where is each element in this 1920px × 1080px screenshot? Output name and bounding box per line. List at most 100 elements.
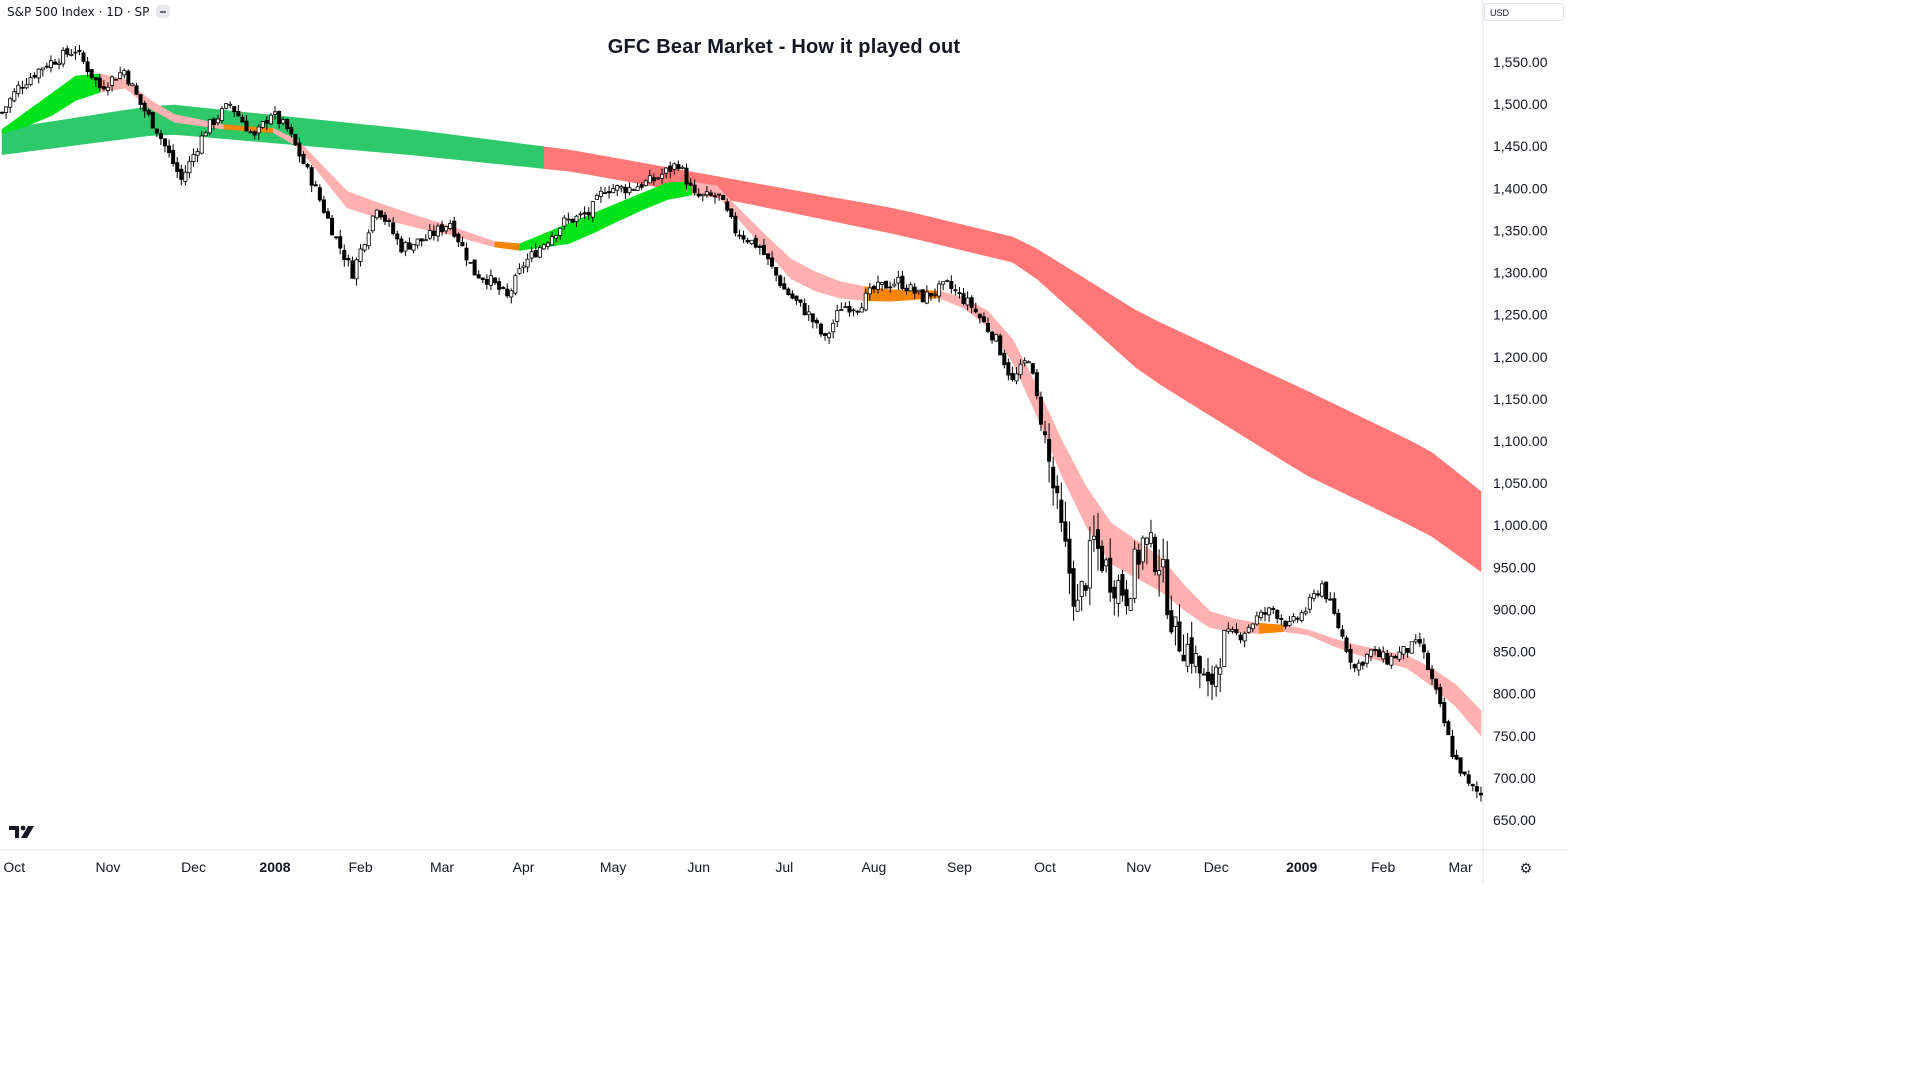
candle-body-127 — [517, 268, 522, 274]
ribbon-0-segment-12 — [297, 117, 323, 148]
candle-body-215 — [875, 281, 880, 290]
symbol-header[interactable]: S&P 500 Index · 1D · SP — [7, 5, 150, 19]
candle-body-17 — [69, 53, 74, 56]
ribbon-0-segment-32 — [790, 189, 816, 218]
candle-body-33 — [134, 85, 139, 95]
candle-body-341 — [1389, 655, 1394, 666]
candle-body-2 — [8, 98, 13, 108]
candle-body-0 — [0, 111, 5, 114]
candle-body-284 — [1157, 570, 1162, 576]
candle-body-101 — [411, 243, 416, 251]
candle-body-323 — [1315, 593, 1320, 596]
ribbon-0-segment-2 — [51, 117, 77, 149]
candle-body-167 — [680, 166, 685, 169]
candle-body-268 — [1091, 535, 1096, 540]
candle-body-90 — [366, 232, 371, 247]
ribbon-1-segment-25 — [617, 192, 644, 222]
candle-body-187 — [761, 244, 766, 255]
ribbon-0-segment-16 — [396, 127, 422, 157]
ribbon-0-segment-49 — [1209, 345, 1235, 432]
candle-body-13 — [53, 61, 58, 65]
candle-body-303 — [1234, 629, 1239, 634]
price-chart[interactable]: 1,550.00 1,500.00 1,450.00 1,400.00 1,350.00… — [0, 0, 1568, 884]
settings-gear-icon[interactable]: ⚙ — [1519, 860, 1533, 876]
candle-body-71 — [289, 127, 294, 135]
candle-body-131 — [533, 250, 538, 258]
candle-body-239 — [973, 308, 978, 313]
ribbon-1-segment-33 — [815, 271, 841, 299]
candle-body-230 — [937, 283, 942, 297]
candle-body-234 — [953, 289, 958, 292]
candle-body-9 — [36, 68, 41, 79]
ribbon-0-segment-22 — [544, 146, 570, 172]
candle-body-63 — [256, 126, 261, 134]
candle-body-49 — [199, 135, 204, 154]
candle-body-111 — [452, 220, 457, 237]
candle-body-325 — [1324, 581, 1329, 600]
candle-body-246 — [1002, 352, 1007, 366]
candle-body-258 — [1051, 466, 1056, 489]
ribbon-1-segment-1 — [26, 93, 52, 127]
candle-body-269 — [1095, 529, 1100, 549]
time-axis[interactable]: Oct Nov Dec 2008 Feb Mar Apr May Jun Jul Aug Sep Oct… — [3, 859, 1473, 875]
ribbon-0-segment-13 — [322, 120, 348, 150]
candle-body-40 — [163, 138, 168, 147]
candle-body-212 — [863, 292, 868, 311]
candle-body-4 — [16, 84, 21, 94]
candle-body-44 — [179, 168, 184, 180]
candle-body-58 — [236, 111, 241, 117]
candle-body-304 — [1238, 634, 1243, 641]
candle-body-119 — [484, 278, 489, 285]
candle-body-25 — [101, 85, 106, 90]
candle-body-1 — [4, 106, 9, 114]
candle-body-300 — [1222, 630, 1227, 667]
candle-body-94 — [383, 214, 388, 222]
candle-body-264 — [1075, 599, 1080, 612]
candle-body-121 — [493, 277, 498, 284]
candle-body-332 — [1352, 664, 1357, 669]
ribbon-1-segment-45 — [1110, 522, 1137, 579]
price-tick-label: 1,250.00 — [1493, 307, 1548, 323]
candle-body-161 — [655, 177, 660, 180]
collapse-legend-icon[interactable] — [156, 5, 170, 18]
ribbon-0-segment-15 — [371, 125, 397, 154]
candle-body-319 — [1299, 612, 1304, 621]
candle-body-79 — [321, 199, 326, 213]
ribbon-1-segment-52 — [1283, 624, 1309, 636]
candle-body-198 — [806, 311, 811, 316]
candlestick-series — [0, 45, 1483, 802]
candle-body-345 — [1405, 648, 1410, 653]
time-tick-label: Sep — [947, 859, 972, 875]
candle-body-256 — [1043, 431, 1048, 436]
candle-body-349 — [1421, 644, 1426, 653]
candle-body-24 — [97, 77, 102, 89]
candle-body-214 — [871, 285, 876, 290]
ribbon-0-segment-38 — [938, 218, 964, 251]
candle-body-353 — [1438, 687, 1443, 704]
candle-body-221 — [900, 275, 905, 290]
candle-body-113 — [460, 242, 465, 247]
candle-body-164 — [668, 165, 673, 172]
candle-body-181 — [737, 234, 742, 237]
tradingview-logo-icon[interactable] — [9, 824, 37, 840]
ribbon-0-segment-41 — [1012, 236, 1038, 280]
ribbon-0-segment-46 — [1135, 309, 1161, 386]
candle-body-355 — [1446, 721, 1451, 736]
ribbon-0-segment-48 — [1184, 333, 1211, 416]
price-tick-label: 650.00 — [1493, 812, 1536, 828]
currency-selector[interactable]: USD — [1484, 3, 1564, 21]
ribbon-0-segment-31 — [765, 185, 792, 213]
candle-body-231 — [941, 281, 946, 285]
candle-body-104 — [423, 239, 428, 242]
candle-body-336 — [1368, 649, 1373, 657]
candle-body-250 — [1018, 363, 1023, 376]
price-axis[interactable]: 1,550.00 1,500.00 1,450.00 1,400.00 1,350.00… — [1493, 54, 1548, 828]
ribbon-1-segment-34 — [839, 281, 866, 301]
candle-body-274 — [1116, 580, 1121, 604]
candle-body-308 — [1254, 615, 1259, 625]
candle-body-289 — [1177, 621, 1182, 652]
candle-body-347 — [1413, 639, 1418, 643]
candle-body-192 — [782, 283, 787, 290]
candle-body-352 — [1434, 678, 1439, 690]
ribbon-1-segment-32 — [790, 258, 816, 292]
